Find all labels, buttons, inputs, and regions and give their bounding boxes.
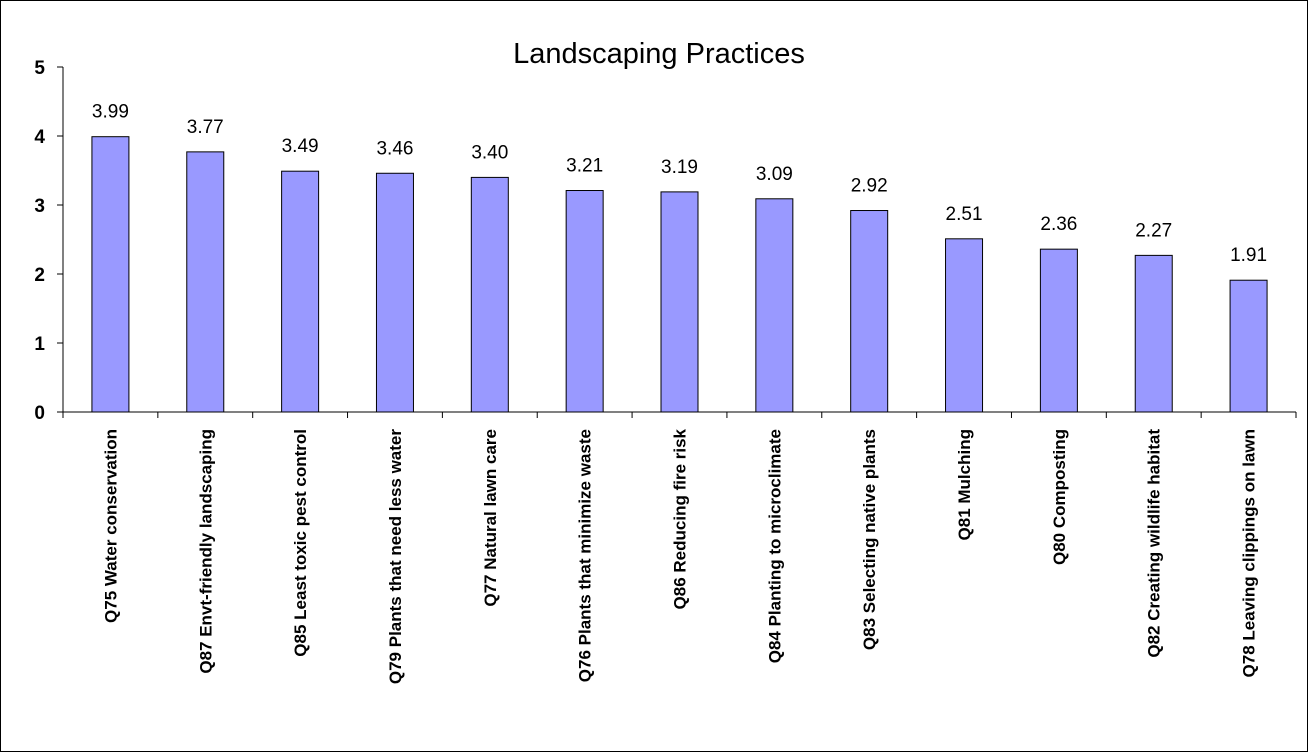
data-label: 3.77 xyxy=(187,117,224,138)
x-tick-label: Q84 Planting to microclimate xyxy=(765,429,784,663)
data-label: 3.99 xyxy=(92,102,129,123)
bar xyxy=(660,191,699,413)
y-tick-label: 1 xyxy=(34,334,45,355)
bar xyxy=(91,136,130,413)
bar xyxy=(281,170,320,413)
bar xyxy=(1039,248,1078,413)
data-label: 2.27 xyxy=(1135,220,1172,241)
data-label: 2.36 xyxy=(1040,214,1077,235)
y-tick-label: 4 xyxy=(34,127,45,148)
chart-title: Landscaping Practices xyxy=(513,38,805,70)
bar xyxy=(470,176,509,413)
bar xyxy=(850,210,889,413)
y-tick-label: 0 xyxy=(34,403,45,424)
x-tick-label: Q81 Mulching xyxy=(955,429,974,540)
x-tick-label: Q83 Selecting native plants xyxy=(860,429,879,650)
x-tick-label: Q79 Plants that need less water xyxy=(386,429,405,684)
data-label: 3.49 xyxy=(282,136,319,157)
data-label: 3.09 xyxy=(756,164,793,185)
x-tick-label: Q76 Plants that minimize waste xyxy=(576,429,595,682)
bar xyxy=(755,198,794,413)
bar xyxy=(565,190,604,413)
bars xyxy=(91,136,1268,413)
y-tick-label: 5 xyxy=(34,58,45,79)
bar xyxy=(1134,254,1173,413)
data-labels: 3.99 3.77 3.49 3.46 3.40 3.21 3.19 3.09 2.92 2.51… xyxy=(92,102,1267,267)
axes: 0 1 2 3 4 5 xyxy=(34,58,1297,424)
data-label: 2.51 xyxy=(946,204,983,225)
bar xyxy=(945,238,984,413)
bar xyxy=(186,151,225,413)
data-label: 3.46 xyxy=(376,138,413,159)
data-label: 3.21 xyxy=(566,156,603,177)
x-tick-label: Q87 Envt-friendly landscaping xyxy=(196,429,215,674)
x-tick-labels: Q75 Water conservation Q87 Envt-friendly … xyxy=(101,428,1258,684)
x-tick-label: Q86 Reducing fire risk xyxy=(671,428,690,609)
y-tick-label: 3 xyxy=(34,196,45,217)
x-tick-label: Q78 Leaving clippings on lawn xyxy=(1240,429,1259,677)
data-label: 3.40 xyxy=(471,142,508,163)
x-tick-label: Q77 Natural lawn care xyxy=(481,429,500,607)
data-label: 3.19 xyxy=(661,157,698,178)
x-tick-label: Q85 Least toxic pest control xyxy=(291,429,310,657)
x-tick-label: Q80 Composting xyxy=(1050,429,1069,565)
bar xyxy=(1229,279,1268,413)
data-label: 2.92 xyxy=(851,176,888,197)
x-tick-label: Q82 Creating wildlife habitat xyxy=(1145,429,1164,658)
y-tick-label: 2 xyxy=(34,265,45,286)
bar xyxy=(375,172,414,413)
x-tick-label: Q75 Water conservation xyxy=(101,429,120,623)
data-label: 1.91 xyxy=(1230,245,1267,266)
